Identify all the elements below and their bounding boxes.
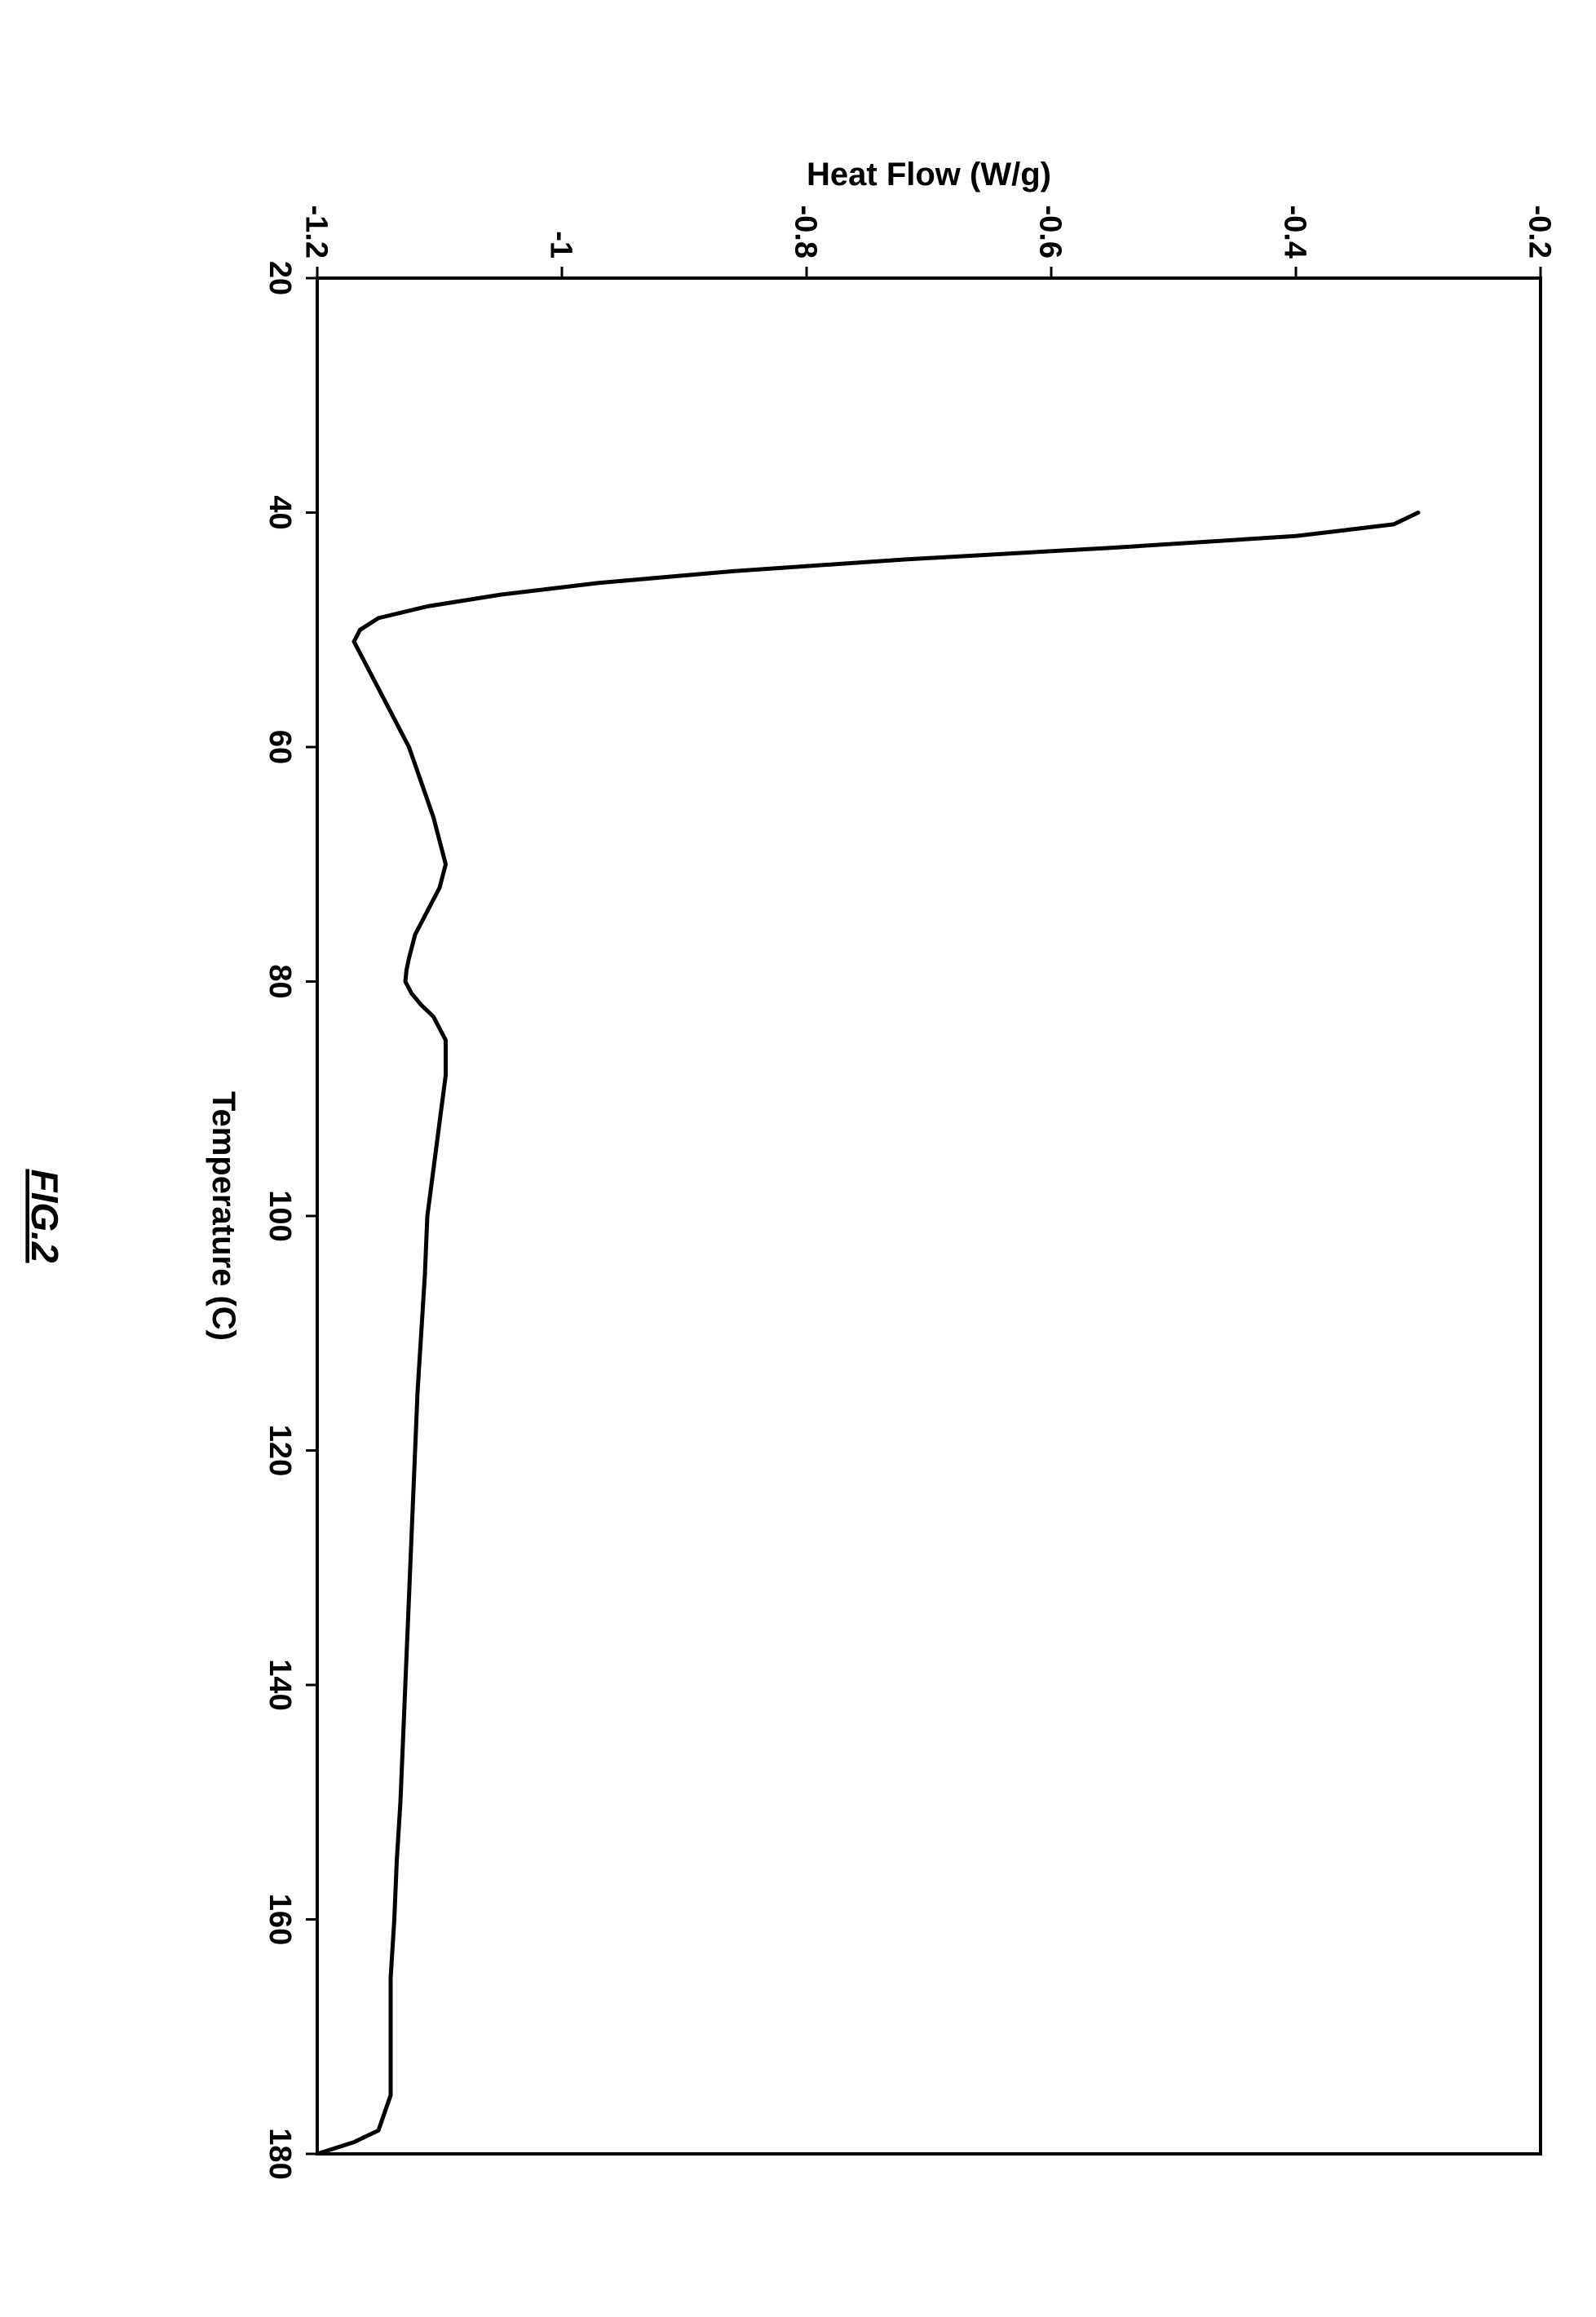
y-tick-label: -0.2 [1522, 205, 1556, 258]
y-tick-label: -1.2 [298, 205, 333, 258]
chart-container: 20 40 60 80 100 120 140 160 180 -1.2 -1 -0.8 -0.6 -0.… [7, 99, 1589, 2219]
x-tick-label: 20 [263, 260, 297, 294]
y-axis-label: Heat Flow (W/g) [807, 157, 1051, 192]
x-tick-label: 60 [263, 729, 297, 763]
x-tick-label: 120 [263, 1424, 297, 1475]
x-tick-label: 140 [263, 1659, 297, 1710]
x-tick-label: 100 [263, 1190, 297, 1241]
y-tick-label: -0.6 [1032, 205, 1067, 258]
figure-caption: FIG.2 [24, 1169, 66, 1262]
y-tick-label: -0.4 [1277, 205, 1311, 258]
x-tick-label: 80 [263, 964, 297, 998]
x-tick-label: 40 [263, 495, 297, 529]
dsc-thermogram-chart: 20 40 60 80 100 120 140 160 180 -1.2 -1 -0.8 -0.6 -0.… [7, 99, 1589, 2219]
x-tick-label: 160 [263, 1893, 297, 1944]
x-tick-label: 180 [263, 2128, 297, 2179]
x-axis-label: Temperature (C) [206, 1091, 241, 1341]
y-tick-label: -0.8 [788, 205, 822, 258]
y-tick-label: -1 [543, 231, 577, 259]
page: 20 40 60 80 100 120 140 160 180 -1.2 -1 -0.8 -0.6 -0.… [0, 0, 1596, 2317]
